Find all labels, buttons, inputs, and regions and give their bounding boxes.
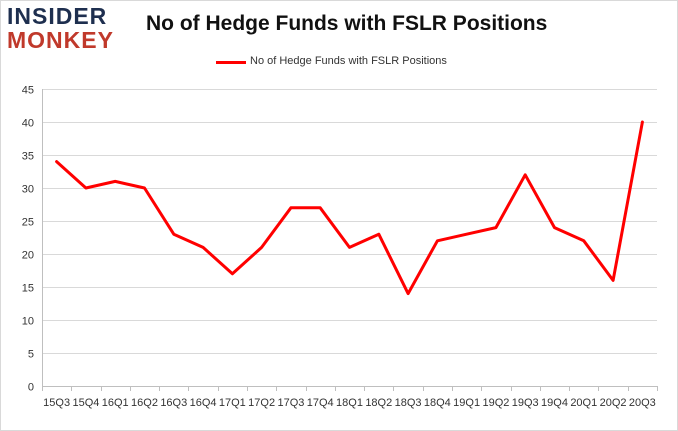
y-tick-label: 30 — [22, 184, 34, 196]
y-tick-label: 10 — [22, 316, 34, 328]
legend-swatch — [216, 61, 246, 64]
legend-label: No of Hedge Funds with FSLR Positions — [250, 55, 447, 67]
brand-logo: INSIDER MONKEY — [7, 4, 127, 54]
x-tick-label: 19Q1 — [453, 397, 480, 409]
x-tick-label: 18Q4 — [424, 397, 451, 409]
x-tick-label: 20Q1 — [570, 397, 597, 409]
x-tick-label: 17Q2 — [248, 397, 275, 409]
y-tick-label: 20 — [22, 250, 34, 262]
x-tick-label: 16Q1 — [102, 397, 129, 409]
x-tick-label: 17Q3 — [277, 397, 304, 409]
x-tick-label: 18Q2 — [365, 397, 392, 409]
x-tick-label: 19Q2 — [482, 397, 509, 409]
x-tick-label: 20Q3 — [629, 397, 656, 409]
x-tick-label: 18Q3 — [395, 397, 422, 409]
x-tick-label: 16Q3 — [160, 397, 187, 409]
x-tick-label: 15Q3 — [43, 397, 70, 409]
y-tick-label: 15 — [22, 283, 34, 295]
y-tick-label: 5 — [28, 349, 34, 361]
series — [55, 120, 644, 296]
x-tick-label: 16Q4 — [190, 397, 217, 409]
y-tick-label: 35 — [22, 151, 34, 163]
x-tick-label: 20Q2 — [600, 397, 627, 409]
y-tick-labels: 0 5 10 15 20 25 30 35 40 45 — [22, 85, 34, 394]
x-tick-label: 17Q4 — [307, 397, 334, 409]
y-tick-label: 45 — [22, 85, 34, 97]
brand-logo-line2: MONKEY — [7, 27, 114, 53]
x-tick-label: 16Q2 — [131, 397, 158, 409]
axes — [42, 89, 658, 391]
y-tick-label: 0 — [28, 382, 34, 394]
x-tick-label: 19Q4 — [541, 397, 568, 409]
x-tick-labels: 15Q3 15Q4 16Q1 16Q2 16Q3 16Q4 17Q1 17Q2 17Q3 17Q4… — [43, 397, 656, 409]
x-tick-label: 17Q1 — [219, 397, 246, 409]
brand-logo-line1: INSIDER — [7, 3, 108, 29]
x-tick-label: 18Q1 — [336, 397, 363, 409]
series-line — [55, 120, 644, 296]
x-tick-label: 15Q4 — [72, 397, 99, 409]
x-tick-label: 19Q3 — [512, 397, 539, 409]
chart-title: No of Hedge Funds with FSLR Positions — [146, 12, 548, 35]
y-tick-label: 40 — [22, 118, 34, 130]
y-tick-label: 25 — [22, 217, 34, 229]
grid-lines — [42, 89, 657, 354]
